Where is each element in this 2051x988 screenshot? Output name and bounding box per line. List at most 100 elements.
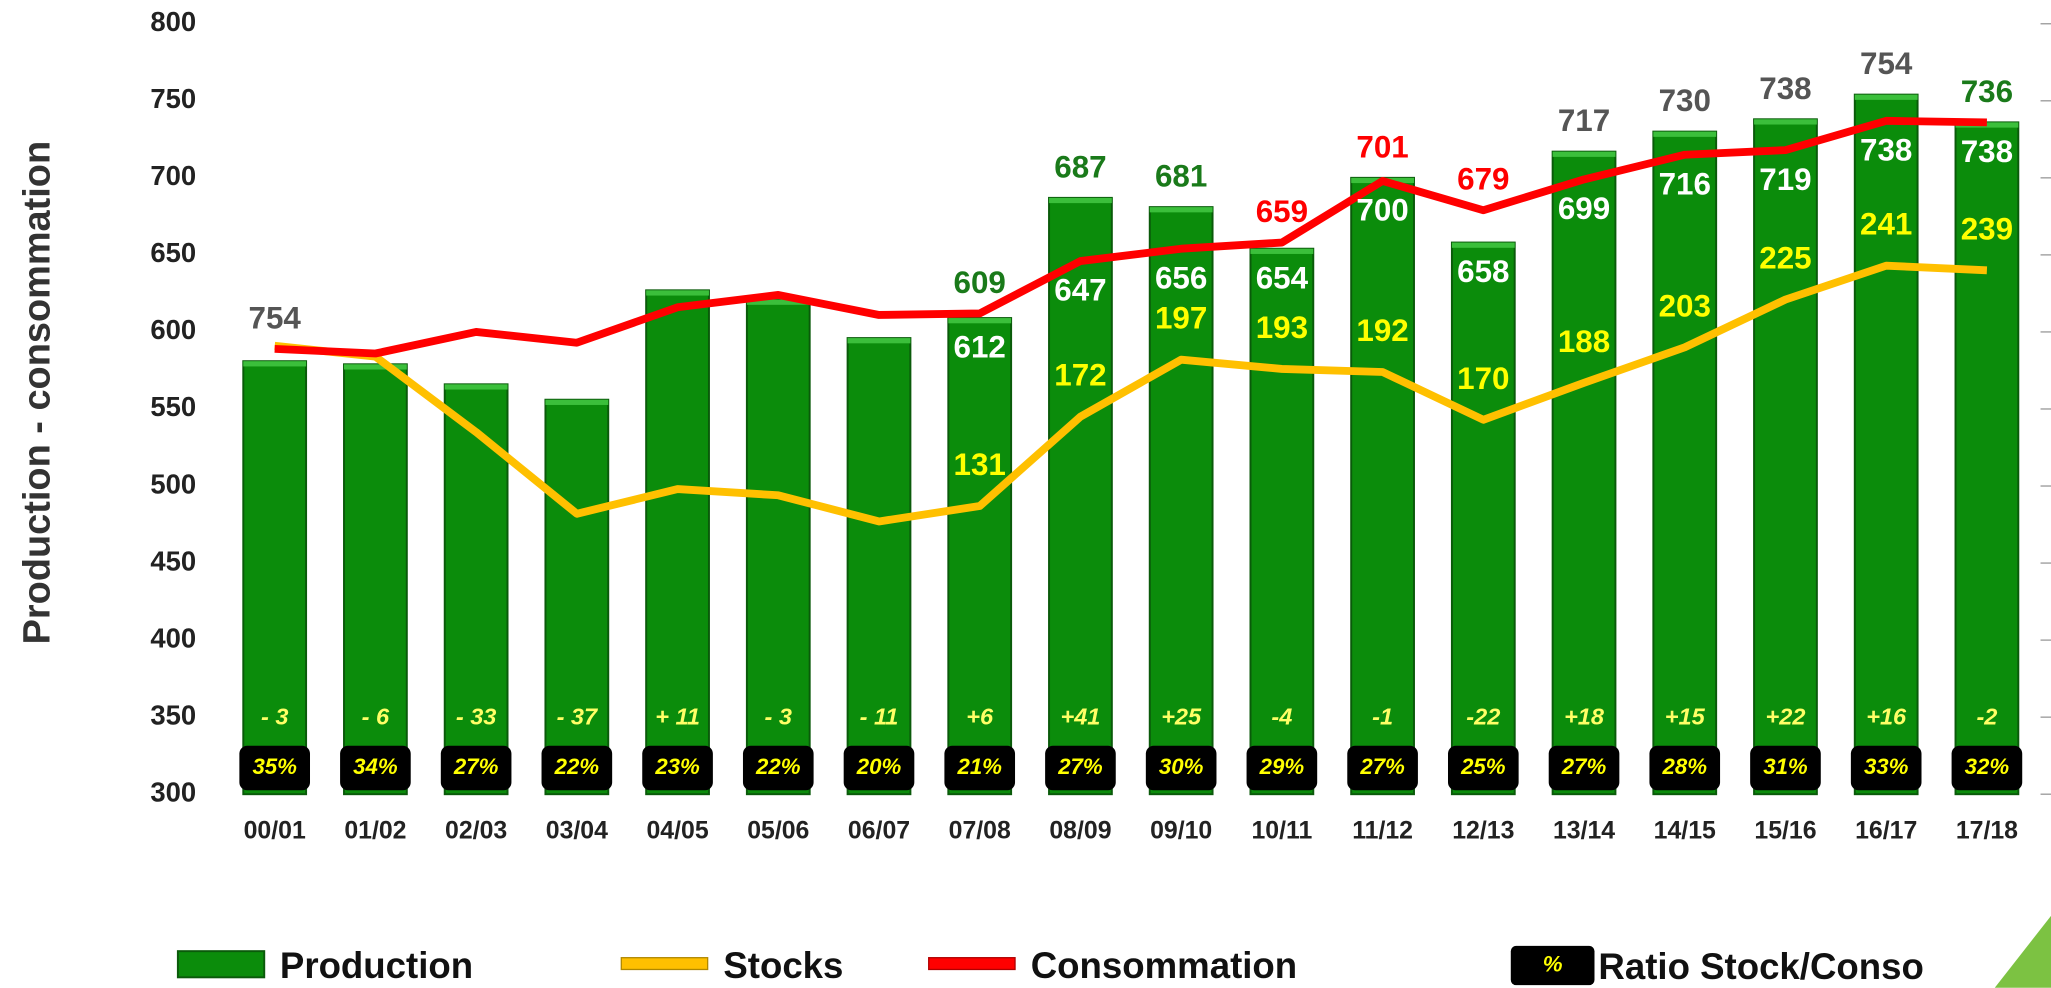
top-label: 736	[1961, 74, 2013, 109]
ratio-box	[944, 745, 1016, 791]
top-label: 730	[1659, 83, 1711, 118]
ratio-label: 30%	[1159, 754, 1204, 779]
bar	[544, 398, 610, 796]
inner-label: 647	[1054, 273, 1106, 308]
ratio-box	[1447, 745, 1519, 791]
bar	[343, 363, 408, 796]
top-label: 659	[1256, 194, 1308, 229]
bar-highlight	[746, 299, 810, 305]
y-tick-label: 700	[150, 160, 196, 191]
x-tick-label: 05/06	[747, 818, 809, 845]
diff-label: +41	[1060, 704, 1100, 730]
stock-label: 172	[1054, 358, 1106, 393]
x-tick-label: 06/07	[848, 818, 910, 845]
x-tick-label: 17/18	[1956, 818, 2018, 845]
inner-label: 738	[1961, 134, 2013, 169]
x-tick-label: 04/05	[646, 818, 708, 845]
bar	[645, 289, 710, 796]
legend-swatch	[928, 957, 1016, 971]
ratio-label: 33%	[1864, 754, 1909, 779]
ratio-label: 34%	[353, 754, 398, 779]
diff-label: -22	[1466, 704, 1500, 730]
ratio-box	[1548, 745, 1620, 791]
bar	[1350, 176, 1415, 796]
diff-label: -4	[1271, 704, 1292, 730]
ratio-box	[1850, 745, 1922, 791]
bar	[745, 298, 811, 796]
ratio-label: 27%	[1359, 754, 1405, 779]
legend-label: Production	[280, 945, 473, 986]
bar-highlight	[847, 338, 911, 344]
stock-label: 192	[1356, 313, 1408, 348]
ratio-box	[440, 745, 512, 791]
bar	[1450, 241, 1516, 796]
ratio-box	[541, 745, 613, 791]
diff-label: +25	[1161, 704, 1202, 730]
stock-label: 193	[1256, 310, 1308, 345]
diff-label: - 3	[765, 704, 792, 730]
top-label: 681	[1155, 159, 1207, 194]
ratio-label: 27%	[1057, 754, 1103, 779]
x-tick-label: 15/16	[1754, 818, 1816, 845]
bar	[1249, 247, 1315, 796]
ratio-label: 31%	[1763, 754, 1808, 779]
diff-label: - 37	[557, 704, 598, 730]
stock-label: 225	[1759, 241, 1811, 276]
y-tick-label: 600	[150, 314, 196, 345]
ratio-box	[1246, 745, 1318, 791]
bar	[947, 317, 1013, 796]
bar-highlight	[344, 364, 407, 370]
ratio-box	[642, 745, 713, 791]
bar	[1753, 118, 1818, 796]
inner-label: 700	[1356, 193, 1408, 228]
x-tick-label: 11/12	[1352, 818, 1413, 845]
inner-label: 738	[1860, 133, 1912, 168]
y-tick-label: 350	[150, 699, 196, 730]
bar-highlight	[948, 318, 1012, 324]
y-tick-label: 400	[150, 622, 196, 653]
ratio-label: 22%	[755, 754, 801, 779]
bar	[1048, 196, 1113, 796]
ratio-label: 22%	[554, 754, 600, 779]
diff-label: + 11	[655, 704, 700, 730]
bar	[242, 360, 308, 796]
y-tick-label: 750	[150, 83, 196, 114]
ratio-box	[1347, 745, 1418, 791]
legend-swatch	[176, 950, 266, 979]
ratio-label: 25%	[1460, 754, 1506, 779]
ratio-box	[742, 745, 814, 791]
top-label: 717	[1558, 103, 1610, 138]
bar-highlight	[545, 399, 609, 405]
ratio-label: 27%	[1561, 754, 1607, 779]
stock-label: 188	[1558, 324, 1610, 359]
legend-symbol: %	[1543, 951, 1563, 976]
legend-label: Ratio Stock/Conso	[1598, 946, 1923, 987]
y-tick-label: 800	[150, 6, 196, 37]
top-label: 609	[954, 265, 1006, 300]
x-tick-label: 16/17	[1855, 818, 1917, 845]
y-tick-label: 650	[150, 237, 196, 268]
bar-highlight	[1653, 131, 1717, 137]
legend-label: Stocks	[723, 945, 843, 986]
x-tick-label: 12/13	[1452, 818, 1514, 845]
bar-highlight	[1049, 197, 1112, 204]
ratio-box	[843, 745, 915, 791]
top-label: 679	[1457, 162, 1509, 197]
bar-highlight	[1250, 248, 1314, 254]
top-label: 754	[249, 300, 302, 335]
x-tick-label: 10/11	[1251, 818, 1312, 845]
diff-label: +16	[1866, 704, 1907, 730]
ratio-label: 32%	[1965, 754, 2010, 779]
stock-label: 241	[1860, 207, 1912, 242]
stock-label: 239	[1961, 211, 2013, 246]
ratio-box	[239, 745, 311, 791]
bar	[846, 337, 912, 796]
top-label: 754	[1860, 46, 1913, 81]
stock-label: 170	[1457, 361, 1509, 396]
inner-label: 658	[1457, 254, 1509, 289]
bar-highlight	[1149, 207, 1213, 213]
bar-highlight	[243, 361, 307, 367]
inner-label: 654	[1256, 260, 1309, 295]
diff-label: - 11	[860, 704, 899, 730]
